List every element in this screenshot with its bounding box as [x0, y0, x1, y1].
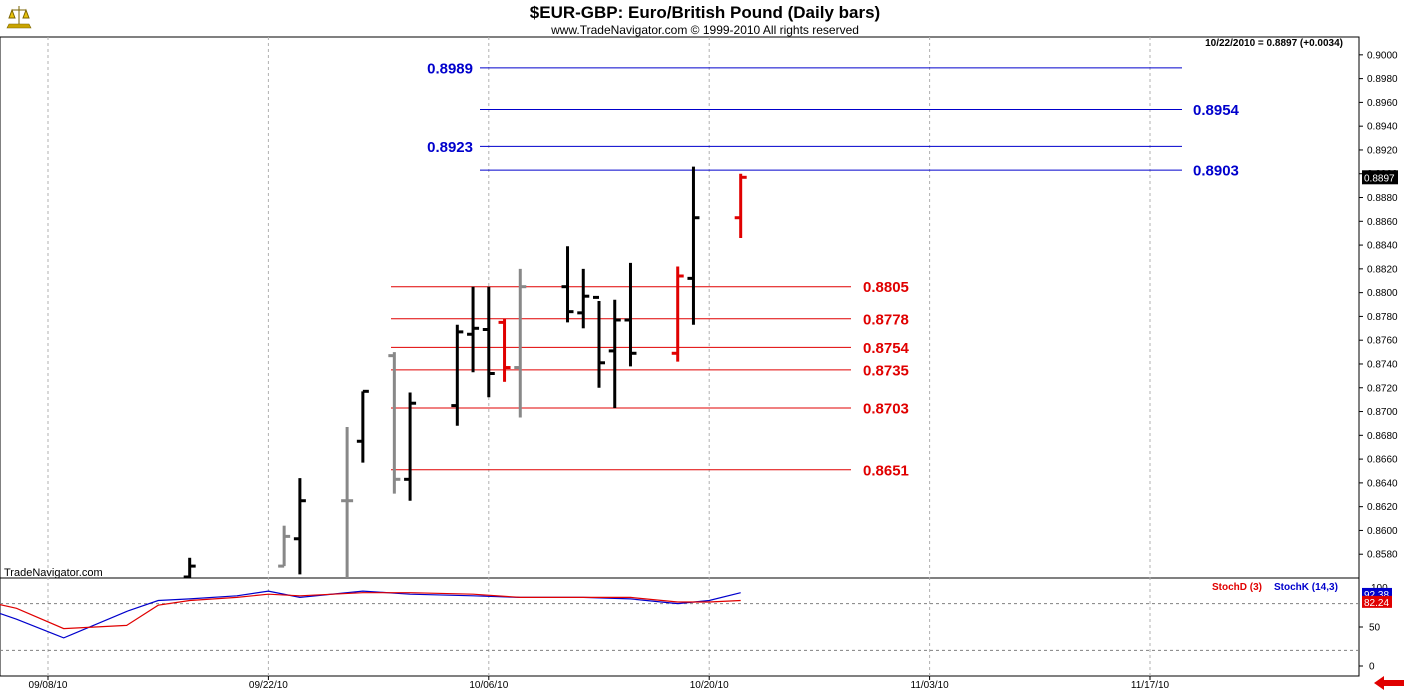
ohlc-bar [482, 286, 495, 398]
ohlc-bar [561, 246, 574, 323]
legend-stoch-k: StochK (14,3) [1274, 582, 1338, 593]
stochastic-y-tick-label: 50 [1369, 623, 1381, 634]
ohlc-bar [624, 262, 637, 367]
last-price-badge [1362, 170, 1398, 185]
ohlc-bar [687, 166, 700, 325]
y-tick-label: 0.8760 [1367, 336, 1398, 347]
y-tick-label: 0.8840 [1367, 241, 1398, 252]
trade-navigator-logo-icon [4, 3, 34, 31]
x-tick-label: 11/17/10 [1131, 680, 1170, 691]
ohlc-bar [404, 392, 417, 501]
stoch-k-line [0, 590, 741, 639]
y-tick-label: 0.8920 [1367, 145, 1398, 156]
y-tick-label: 0.8600 [1367, 526, 1398, 537]
stochastic-y-tick-label: 0 [1369, 662, 1375, 673]
price-level-label: 0.8703 [863, 400, 909, 417]
y-tick-label: 0.8620 [1367, 502, 1398, 513]
ohlc-bar [293, 478, 306, 575]
x-tick-label: 10/20/10 [690, 680, 729, 691]
y-tick-label: 0.8860 [1367, 217, 1398, 228]
ohlc-bar [514, 268, 527, 418]
scroll-left-arrow-icon[interactable] [1374, 676, 1404, 690]
y-tick-label: 0.8700 [1367, 407, 1398, 418]
price-level-label: 0.8805 [863, 279, 909, 296]
ohlc-bar [671, 266, 684, 362]
ohlc-bar [593, 295, 605, 388]
price-level-label: 0.8735 [863, 362, 909, 379]
ohlc-bar [356, 389, 369, 463]
price-panel [0, 36, 1360, 579]
y-tick-label: 0.8800 [1367, 288, 1398, 299]
price-level-label: 0.8754 [863, 340, 910, 357]
y-tick-label: 0.8660 [1367, 455, 1398, 466]
y-tick-label: 0.8820 [1367, 264, 1398, 275]
ohlc-bar [388, 352, 401, 494]
ohlc-bar [608, 299, 621, 408]
price-level-label: 0.8778 [863, 311, 909, 328]
y-tick-label: 0.8680 [1367, 431, 1398, 442]
last-price-label: 0.8897 [1364, 173, 1395, 184]
x-tick-label: 11/03/10 [911, 680, 950, 691]
stoch-d-badge [1362, 595, 1392, 608]
y-tick-label: 0.8720 [1367, 383, 1398, 394]
y-tick-label: 0.8880 [1367, 193, 1398, 204]
y-tick-label: 0.8640 [1367, 478, 1398, 489]
price-level-label: 0.8651 [863, 462, 909, 479]
x-tick-label: 10/06/10 [469, 680, 508, 691]
stoch-d-value: 82.24 [1364, 598, 1389, 609]
stoch-k-value: 92.38 [1364, 590, 1389, 601]
ohlc-bar [467, 286, 480, 373]
ohlc-bar [734, 173, 747, 238]
price-level-label: 0.8989 [427, 60, 473, 77]
watermark: TradeNavigator.com [4, 567, 103, 579]
ohlc-bar [341, 426, 354, 578]
stochastic-panel [0, 577, 1360, 677]
chart-title: $EUR-GBP: Euro/British Pound (Daily bars… [530, 3, 880, 22]
y-tick-label: 0.9000 [1367, 50, 1398, 61]
ohlc-bar [577, 268, 590, 329]
last-quote: 10/22/2010 = 0.8897 (+0.0034) [1205, 38, 1343, 49]
ohlc-bar [278, 525, 291, 568]
y-tick-label: 0.8580 [1367, 550, 1398, 561]
chart-subtitle: www.TradeNavigator.com © 1999-2010 All r… [550, 23, 859, 37]
y-tick-label: 0.8940 [1367, 122, 1398, 133]
y-tick-label: 0.8780 [1367, 312, 1398, 323]
ohlc-bar [451, 324, 464, 426]
x-tick-label: 09/22/10 [249, 680, 288, 691]
price-level-label: 0.8923 [427, 139, 473, 156]
y-tick-label: 0.8980 [1367, 74, 1398, 85]
x-tick-label: 09/08/10 [29, 680, 68, 691]
y-tick-label: 0.8960 [1367, 98, 1398, 109]
price-level-label: 0.8954 [1193, 102, 1240, 119]
y-tick-label: 0.8740 [1367, 359, 1398, 370]
legend-stoch-d: StochD (3) [1212, 582, 1262, 593]
stoch-d-line [0, 592, 741, 630]
ohlc-bar [183, 557, 196, 579]
price-level-label: 0.8903 [1193, 163, 1239, 180]
ohlc-bar [498, 318, 511, 382]
